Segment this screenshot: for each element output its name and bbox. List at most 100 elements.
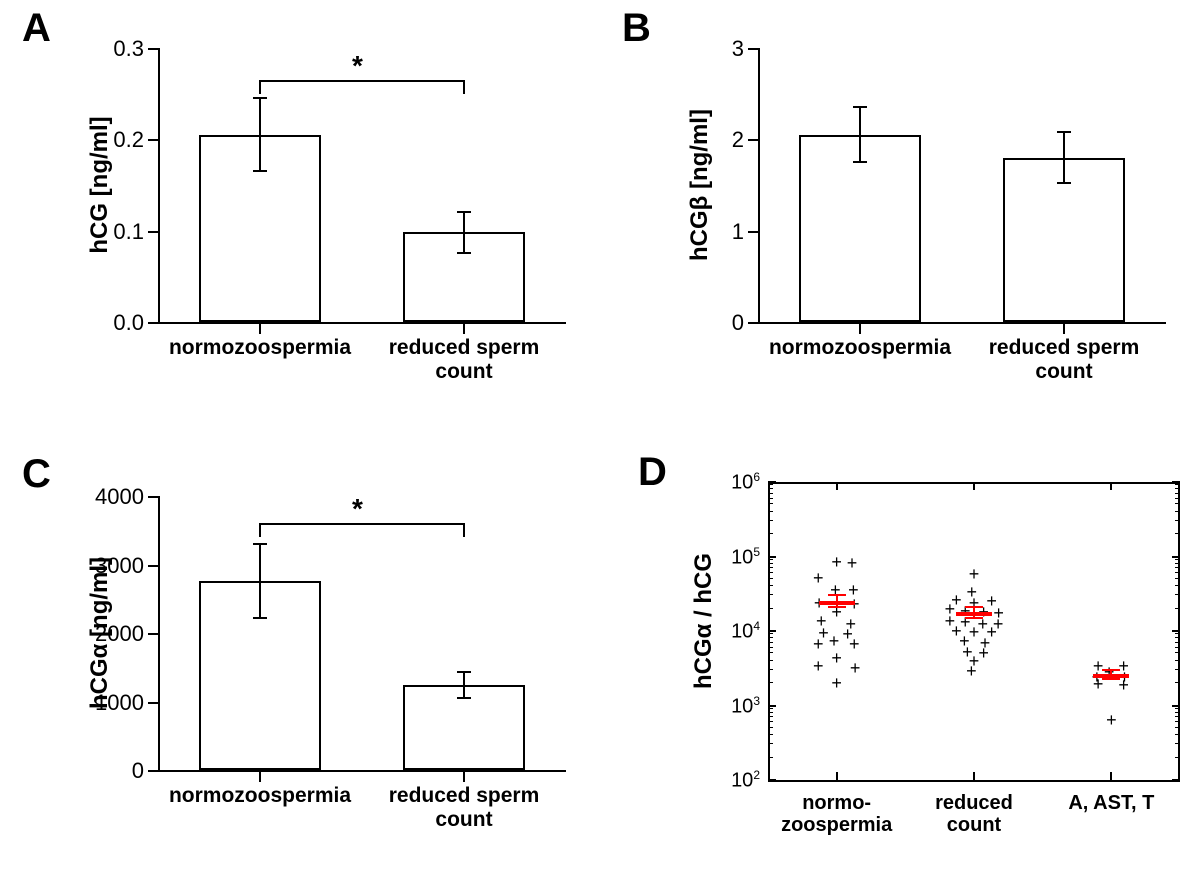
panel-label-c: C [22, 452, 51, 497]
y-minor-tick [768, 594, 773, 595]
y-tick [148, 702, 158, 704]
scatter-point: + [813, 657, 824, 675]
y-tick-label: 106 [704, 470, 760, 495]
y-minor-tick [768, 559, 773, 560]
y-tick [768, 556, 776, 558]
y-tick-label: 3 [678, 36, 744, 62]
y-axis [758, 48, 760, 322]
errorbar-cap [1057, 182, 1071, 184]
y-minor-tick [768, 669, 773, 670]
y-tick-label: 4000 [78, 484, 144, 510]
scatter-point: + [966, 662, 977, 680]
y-tick [148, 48, 158, 50]
panel-label-d: D [638, 450, 667, 495]
panel-label-a: A [22, 6, 51, 51]
y-tick-right [1172, 556, 1180, 558]
x-tick-top [1110, 482, 1112, 490]
errorbar-line [859, 107, 861, 162]
y-tick-right [1172, 779, 1180, 781]
x-category-label: reduced spermcount [954, 336, 1174, 384]
y-tick [768, 481, 776, 483]
y-minor-tick [768, 633, 773, 634]
y-tick [768, 705, 776, 707]
y-tick [148, 633, 158, 635]
y-minor-tick-right [1175, 608, 1180, 609]
y-minor-tick-right [1175, 757, 1180, 758]
y-minor-tick-right [1175, 712, 1180, 713]
y-axis-label: hCGβ [ng/ml] [686, 95, 714, 275]
y-tick-label: 0 [78, 758, 144, 784]
y-axis-label: hCGα [ng/ml] [86, 543, 114, 723]
x-tick [1063, 324, 1065, 334]
x-category-label: reduced spermcount [354, 784, 574, 832]
x-tick [259, 324, 261, 334]
scatter-point: + [831, 649, 842, 667]
errorbar-line [463, 672, 465, 698]
scatter-point: + [813, 569, 824, 587]
x-tick [259, 772, 261, 782]
errorbar-cap [457, 697, 471, 699]
y-minor-tick [768, 578, 773, 579]
y-minor-tick-right [1175, 503, 1180, 504]
y-minor-tick-right [1175, 708, 1180, 709]
y-minor-tick [768, 572, 773, 573]
x-axis [158, 322, 566, 324]
y-tick [148, 770, 158, 772]
significance-drop [463, 80, 465, 94]
y-tick-label: 0.3 [78, 36, 144, 62]
y-tick-label: 0.0 [78, 310, 144, 336]
y-minor-tick-right [1175, 647, 1180, 648]
y-minor-tick [768, 533, 773, 534]
y-minor-tick [768, 712, 773, 713]
y-tick [748, 231, 758, 233]
y-minor-tick-right [1175, 493, 1180, 494]
scatter-point: + [831, 674, 842, 692]
y-minor-tick [768, 563, 773, 564]
y-minor-tick-right [1175, 572, 1180, 573]
y-tick [148, 231, 158, 233]
y-minor-tick-right [1175, 743, 1180, 744]
significance-star: * [352, 50, 363, 82]
y-minor-tick [768, 488, 773, 489]
x-tick [463, 324, 465, 334]
significance-drop [259, 523, 261, 537]
errorbar-line [259, 544, 261, 618]
mean-marker [1093, 670, 1129, 683]
y-minor-tick [768, 637, 773, 638]
y-minor-tick [768, 493, 773, 494]
sem-cap [965, 606, 983, 608]
x-category-label: normozoospermia [150, 784, 370, 808]
x-category-label: normozoospermia [150, 336, 370, 360]
mean-marker [956, 607, 992, 622]
y-minor-tick-right [1175, 682, 1180, 683]
chart-panel-b: 0123hCGβ [ng/ml]normozoospermiareduced s… [680, 18, 1180, 418]
scatter-point: + [969, 623, 980, 641]
y-minor-tick [768, 682, 773, 683]
y-minor-tick [768, 660, 773, 661]
x-category-label: normozoospermia [750, 336, 970, 360]
errorbar-cap [853, 161, 867, 163]
y-axis-label: hCGα / hCG [690, 541, 718, 701]
y-minor-tick-right [1175, 594, 1180, 595]
y-minor-tick [768, 708, 773, 709]
y-tick-right [1172, 630, 1180, 632]
significance-star: * [352, 493, 363, 525]
x-tick [1110, 772, 1112, 780]
y-minor-tick-right [1175, 585, 1180, 586]
y-axis [158, 496, 160, 770]
y-minor-tick-right [1175, 578, 1180, 579]
sem-cap [828, 606, 846, 608]
y-minor-tick-right [1175, 716, 1180, 717]
y-tick [148, 565, 158, 567]
y-tick-right [1172, 481, 1180, 483]
y-minor-tick [768, 511, 773, 512]
y-minor-tick [768, 520, 773, 521]
y-minor-tick [768, 484, 773, 485]
chart-panel-d: 102103104105106hCGα / hCGnormo-zoospermi… [680, 466, 1190, 876]
y-minor-tick-right [1175, 484, 1180, 485]
y-minor-tick-right [1175, 563, 1180, 564]
y-minor-tick [768, 727, 773, 728]
significance-drop [463, 523, 465, 537]
x-tick-top [973, 482, 975, 490]
scatter-point: + [847, 554, 858, 572]
